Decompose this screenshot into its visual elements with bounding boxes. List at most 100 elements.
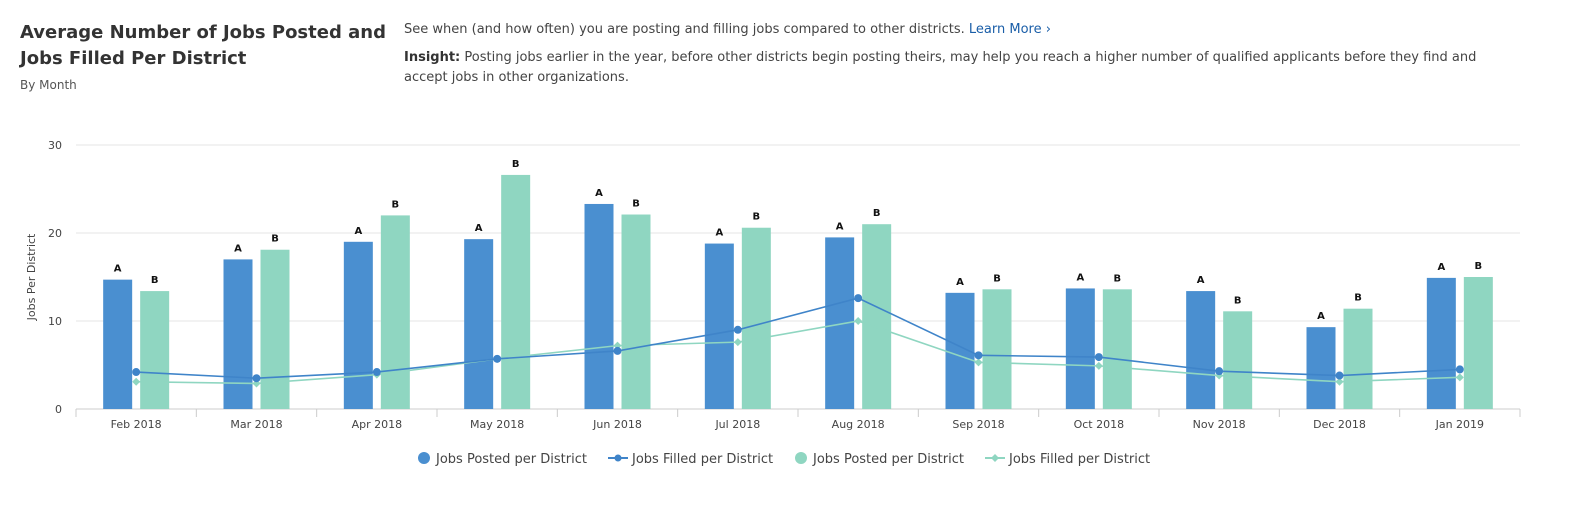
bar-a-label: A <box>836 221 844 232</box>
legend-posted-b-label[interactable]: Jobs Posted per District <box>812 452 964 467</box>
title-block: Average Number of Jobs Posted and Jobs F… <box>20 20 390 92</box>
bar-a <box>584 203 614 409</box>
legend-posted-b-marker <box>795 452 807 464</box>
bar-a <box>464 239 494 409</box>
bar-b <box>1343 308 1373 409</box>
bar-b <box>862 224 892 409</box>
legend-filled-b-marker <box>991 454 999 462</box>
line-a-point <box>132 368 141 377</box>
bar-a <box>1426 277 1456 409</box>
bar-a-label: A <box>234 243 242 254</box>
bar-b-label: B <box>753 212 761 223</box>
x-tick-label: Mar 2018 <box>230 418 282 431</box>
legend-filled-a-label[interactable]: Jobs Filled per District <box>631 452 773 467</box>
line-a-point <box>974 351 983 360</box>
bar-a-label: A <box>1437 262 1445 273</box>
bar-a <box>1186 291 1216 409</box>
legend-posted-a-marker <box>418 452 430 464</box>
bar-a <box>704 243 734 409</box>
line-b-point <box>854 317 863 325</box>
bar-a-label: A <box>595 188 603 199</box>
x-tick-label: Nov 2018 <box>1193 418 1246 431</box>
bar-b <box>741 227 771 409</box>
x-tick-label: Apr 2018 <box>352 418 403 431</box>
y-tick-label: 30 <box>48 139 62 152</box>
x-tick-label: May 2018 <box>470 418 524 431</box>
x-tick-label: Jul 2018 <box>714 418 760 431</box>
bar-a <box>103 279 133 409</box>
bar-a <box>1065 288 1095 409</box>
bar-a-label: A <box>475 223 483 234</box>
insight-text: Posting jobs earlier in the year, before… <box>404 50 1477 85</box>
bar-b-label: B <box>632 199 640 210</box>
bar-b-label: B <box>993 273 1001 284</box>
y-tick-label: 10 <box>48 315 62 328</box>
line-b-point <box>733 338 742 347</box>
bar-a-label: A <box>1076 272 1084 283</box>
bar-b-label: B <box>1234 295 1242 306</box>
y-axis-title: Jobs Per District <box>25 233 38 321</box>
y-tick-label: 20 <box>48 227 62 240</box>
line-a-point <box>1455 365 1464 374</box>
bar-a <box>223 259 253 409</box>
bar-a-label: A <box>715 228 723 239</box>
x-tick-label: Feb 2018 <box>111 418 162 431</box>
x-tick-label: Jun 2018 <box>592 418 642 431</box>
bar-a-label: A <box>956 277 964 288</box>
chart-subtitle: By Month <box>20 78 77 92</box>
learn-more-link[interactable]: Learn More › <box>968 22 1051 37</box>
bar-a-label: A <box>114 264 122 275</box>
line-a-point <box>1335 371 1344 380</box>
line-a-point <box>1215 367 1224 376</box>
line-b-point <box>1455 373 1464 382</box>
line-b-point <box>1094 361 1103 370</box>
bar-b-label: B <box>271 234 279 245</box>
legend-posted-a-label[interactable]: Jobs Posted per District <box>435 452 587 467</box>
description-text: See when (and how often) you are posting… <box>404 22 965 37</box>
bar-a <box>1306 327 1336 409</box>
bar-a-label: A <box>1317 311 1325 322</box>
x-tick-label: Oct 2018 <box>1074 418 1125 431</box>
bar-b <box>501 174 531 409</box>
x-tick-label: Aug 2018 <box>832 418 885 431</box>
line-a-point <box>493 354 502 363</box>
bar-b <box>982 289 1012 409</box>
bar-b <box>621 214 651 409</box>
jobs-chart: 0 10 20 30 Jobs Per District Feb 2018 Mar 2018… <box>25 139 1521 467</box>
line-a-point <box>613 346 622 355</box>
bar-b <box>140 291 170 409</box>
description-line: See when (and how often) you are posting… <box>404 20 1484 40</box>
bar-b-label: B <box>151 275 159 286</box>
line-b-point <box>1335 377 1344 386</box>
line-a-point <box>854 294 863 303</box>
bar-b-label: B <box>1354 293 1362 304</box>
bar-b <box>1463 277 1493 409</box>
chart-title: Average Number of Jobs Posted and Jobs F… <box>20 22 386 69</box>
y-tick-label: 0 <box>55 403 62 416</box>
legend-filled-a-marker <box>614 454 622 462</box>
line-a-path <box>136 297 1460 380</box>
line-b-point <box>613 341 622 350</box>
bar-b-label: B <box>1114 273 1122 284</box>
x-tick-label: Jan 2019 <box>1435 418 1484 431</box>
x-tick-label: Sep 2018 <box>952 418 1004 431</box>
line-a-point <box>252 374 261 383</box>
line-a-point <box>372 368 381 377</box>
bar-b-label: B <box>512 159 520 170</box>
bar-a-label: A <box>354 226 362 237</box>
line-a-point <box>1094 353 1103 362</box>
insight-line: Insight: Posting jobs earlier in the yea… <box>404 48 1484 88</box>
bar-a <box>343 241 373 409</box>
bar-b <box>380 215 410 409</box>
bar-b-label: B <box>873 208 881 219</box>
legend-filled-b-label[interactable]: Jobs Filled per District <box>1008 452 1150 467</box>
bar-b <box>260 249 290 409</box>
line-b-point <box>132 377 141 386</box>
insight-label: Insight: <box>404 50 461 65</box>
line-b-point <box>974 358 983 367</box>
bar-b <box>1102 289 1132 409</box>
bar-b-label: B <box>1475 261 1483 272</box>
line-a-point <box>733 325 742 334</box>
bar-b-label: B <box>392 199 400 210</box>
description-block: See when (and how often) you are posting… <box>404 20 1484 96</box>
